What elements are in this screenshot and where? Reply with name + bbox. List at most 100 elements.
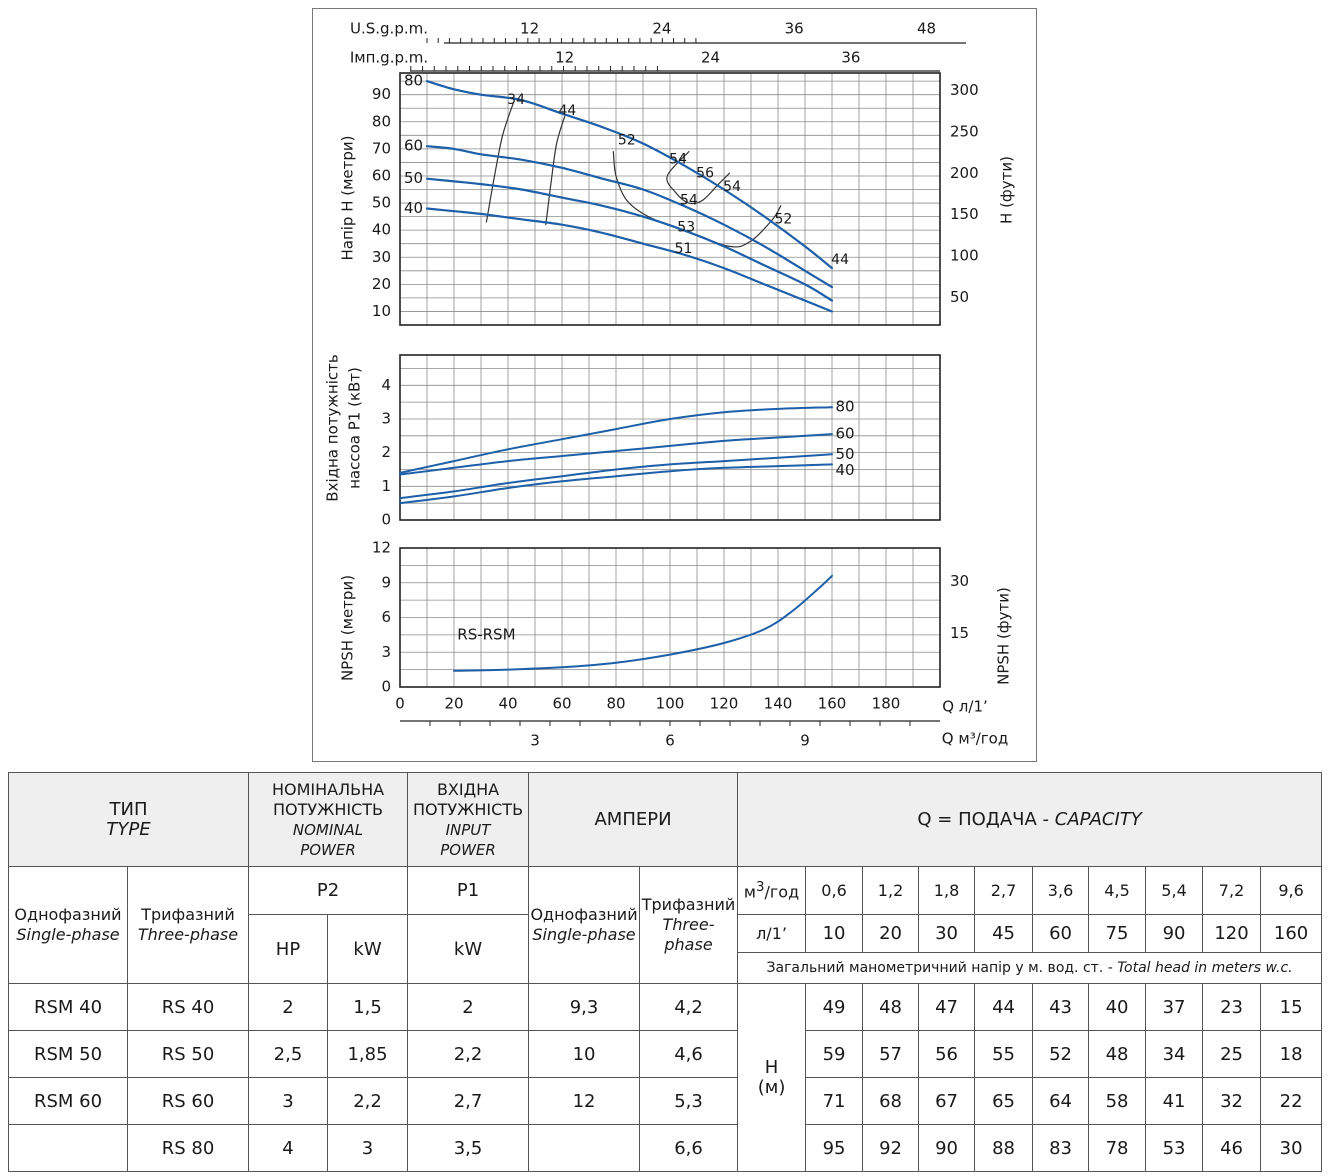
head-y-tick: 80 (372, 112, 391, 130)
head-value: 49 (805, 983, 864, 1031)
power-y-tick: 3 (381, 409, 391, 427)
head-value: 83 (1032, 1124, 1090, 1172)
efficiency-label: 52 (618, 133, 636, 149)
single-ua: Однофазний (14, 905, 122, 924)
p1-value: 3,5 (407, 1124, 530, 1172)
efficiency-curve-54 (666, 151, 730, 205)
npsh-ylabel: NPSH (метри) (339, 575, 357, 681)
head-value: 71 (805, 1077, 864, 1125)
flow-m3-tick: 9 (800, 732, 810, 750)
three-type: RS 80 (127, 1124, 249, 1172)
flow-l-tick: 100 (656, 695, 685, 713)
amps-single-value: 12 (528, 1077, 641, 1125)
head-value: 55 (974, 1030, 1034, 1078)
efficiency-label: 54 (680, 192, 698, 208)
hp-header: HP (248, 914, 328, 984)
flow-l-tick: 120 (710, 695, 739, 713)
three-en: Three-phase (137, 925, 239, 944)
head-ylabel: Напір H (метри) (339, 135, 357, 260)
capacity-ua: Q = ПОДАЧА - (917, 809, 1055, 830)
power-ylabel-1: Вхідна потужність (324, 354, 342, 501)
l-value: 45 (974, 914, 1034, 953)
head-value: 34 (1145, 1030, 1204, 1078)
capacity-en: CAPACITY (1054, 809, 1142, 830)
l-value: 120 (1202, 914, 1262, 953)
head-value: 65 (974, 1077, 1034, 1125)
kw-value: 1,85 (326, 1030, 409, 1078)
head-value: 48 (1088, 1030, 1147, 1078)
efficiency-curve-34 (485, 102, 514, 223)
type-header-ua: ТИП (109, 798, 148, 820)
head-curve-40 (425, 207, 834, 313)
head-value: 58 (1088, 1077, 1147, 1125)
capacity-header: Q = ПОДАЧА - CAPACITY (737, 772, 1323, 867)
flow-l-tick: 0 (395, 695, 405, 713)
npsh-frame (399, 547, 941, 688)
m3-value: 1,2 (862, 866, 920, 915)
impgpm-tick: 36 (841, 49, 860, 67)
amps-single-header: Однофазний Single-phase (528, 866, 641, 984)
power-y-tick: 0 (381, 511, 391, 529)
head-value: 23 (1202, 983, 1262, 1031)
amps-single-value: 10 (528, 1030, 641, 1078)
head-y2-tick: 100 (950, 246, 979, 264)
kw-value: 2,2 (326, 1077, 409, 1125)
head-curve-80 (425, 80, 834, 270)
efficiency-label: 44 (831, 252, 849, 268)
head-value: 25 (1202, 1030, 1262, 1078)
head-value: 53 (1145, 1124, 1204, 1172)
amps-single-value (528, 1124, 641, 1172)
p1-value: 2 (407, 983, 530, 1031)
type-header-en: TYPE (106, 818, 151, 840)
head-value: 30 (1260, 1124, 1323, 1172)
single-type (8, 1124, 128, 1172)
p1-value: 2,2 (407, 1030, 530, 1078)
efficiency-label: 51 (675, 241, 693, 257)
single-type: RSM 40 (8, 983, 128, 1031)
hp-value: 2,5 (248, 1030, 328, 1078)
l-value: 20 (862, 914, 920, 953)
nominal-power-header: НОМІНАЛЬНА ПОТУЖНІСТЬ NOMINAL POWER (247, 772, 409, 867)
amps-three-header: Трифазний Three-phase (639, 866, 739, 984)
m3-value: 2,7 (974, 866, 1034, 915)
head-value: 64 (1032, 1077, 1090, 1125)
head-y-tick: 70 (372, 139, 391, 157)
usgpm-tick: 12 (520, 20, 539, 38)
head-value: 56 (918, 1030, 976, 1078)
head-curve-50 (425, 177, 834, 302)
input-power-header: ВХІДНА ПОТУЖНІСТЬ INPUT POWER (407, 772, 530, 867)
amps-three-value: 6,6 (639, 1124, 739, 1172)
kw-header: kW (326, 914, 409, 984)
l-value: 90 (1145, 914, 1204, 953)
power-curve-label: 80 (835, 398, 854, 416)
head-value: 46 (1202, 1124, 1262, 1172)
npsh-y2label: NPSH (фути) (995, 587, 1013, 685)
head-y-tick: 30 (372, 248, 391, 266)
head-value: 88 (974, 1124, 1034, 1172)
head-value: 95 (805, 1124, 864, 1172)
p1-header: P1 (407, 866, 530, 915)
efficiency-label: 53 (677, 219, 695, 235)
head-curve-label: 80 (404, 72, 423, 90)
m3-value: 5,4 (1145, 866, 1204, 915)
three-type: RS 50 (127, 1030, 249, 1078)
usgpm-tick: 36 (785, 20, 804, 38)
head-value: 90 (918, 1124, 976, 1172)
head-value: 40 (1088, 983, 1147, 1031)
flow-m3-tick: 6 (665, 732, 675, 750)
head-y2-tick: 50 (950, 288, 969, 306)
l-value: 160 (1260, 914, 1323, 953)
l-value: 10 (805, 914, 864, 953)
single-phase-header: Однофазний Single-phase (8, 866, 128, 984)
power-curve-label: 60 (835, 425, 854, 443)
npsh-y-tick: 6 (381, 608, 391, 626)
power-curve-60 (399, 433, 833, 476)
head-value: 32 (1202, 1077, 1262, 1125)
h-label-cell: H (м) (737, 983, 807, 1172)
p1-value: 2,7 (407, 1077, 530, 1125)
input-en-2: POWER (440, 840, 496, 859)
amps-three-value: 4,6 (639, 1030, 739, 1078)
head-curve-label: 50 (404, 169, 423, 187)
m3-value: 7,2 (1202, 866, 1262, 915)
head-value: 48 (862, 983, 920, 1031)
